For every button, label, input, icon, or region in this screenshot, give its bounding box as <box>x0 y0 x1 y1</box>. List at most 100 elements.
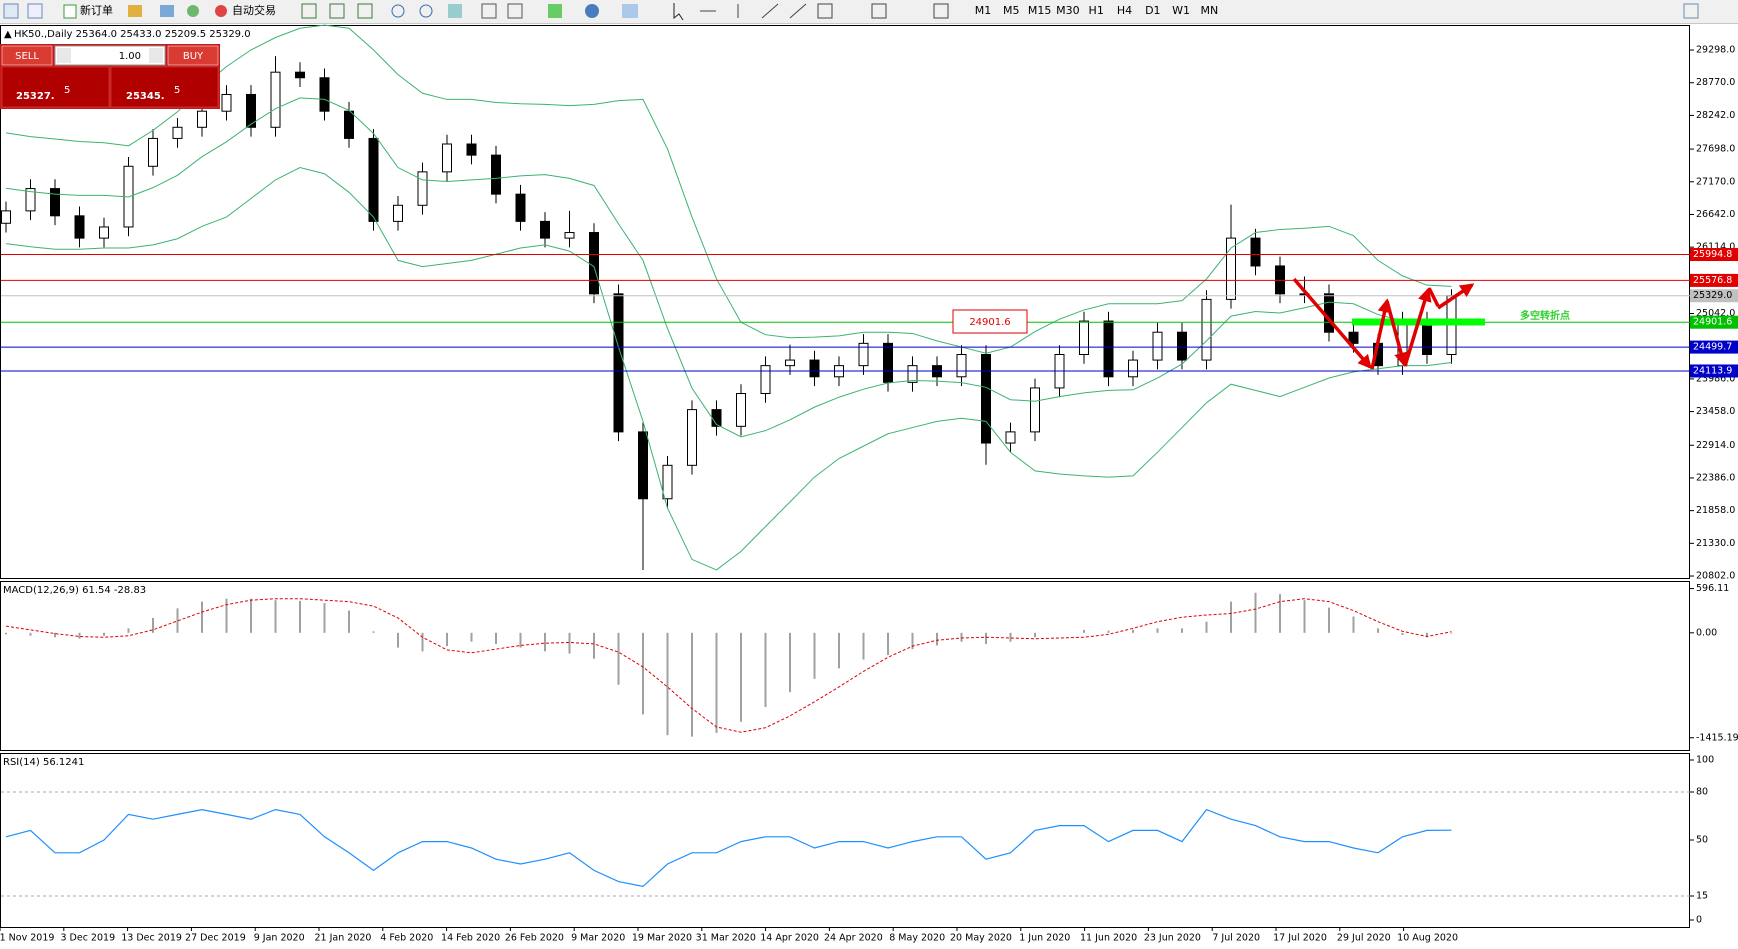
icon[interactable] <box>622 4 638 18</box>
icon[interactable] <box>548 4 562 18</box>
y-tick-label: 15 <box>1696 891 1708 902</box>
x-tick-label: 26 Feb 2020 <box>505 933 564 944</box>
bollinger-middle <box>5 97 1452 438</box>
icon[interactable] <box>507 3 523 19</box>
candle-body <box>393 204 403 222</box>
y-tick-label: 596.11 <box>1696 583 1729 594</box>
candle-body <box>589 232 599 295</box>
rsi-line <box>5 808 1452 888</box>
y-tick-label: 50 <box>1696 835 1708 846</box>
icon[interactable] <box>301 3 317 19</box>
timeframe-button[interactable]: M30 <box>1056 4 1080 17</box>
price-level-tag <box>1690 364 1738 378</box>
candle-body <box>295 71 305 79</box>
icon[interactable] <box>419 4 433 18</box>
candle-body <box>50 188 60 217</box>
icon[interactable] <box>761 3 779 19</box>
y-tick-label: 22914.0 <box>1696 440 1735 451</box>
icon[interactable] <box>215 5 227 17</box>
ask-point[interactable]: 5 <box>174 85 180 96</box>
trend-arrow <box>1370 298 1392 370</box>
collapse-icon[interactable]: ▲ <box>4 29 12 40</box>
candle-body <box>172 126 183 139</box>
icon[interactable] <box>789 3 807 19</box>
y-tick-label: 26114.0 <box>1696 242 1735 253</box>
candle-body <box>148 137 158 167</box>
lots-value[interactable]: 1.00 <box>119 51 141 62</box>
icon[interactable] <box>1683 3 1699 19</box>
ask-price[interactable]: 25345. <box>126 91 165 102</box>
ask-box[interactable] <box>110 66 219 108</box>
bid-price[interactable]: 25327. <box>16 91 55 102</box>
icon[interactable] <box>187 5 199 17</box>
candle-body <box>417 171 428 206</box>
buy-button[interactable] <box>167 45 219 66</box>
icon[interactable] <box>933 3 949 19</box>
new-order-button[interactable]: 新订单 <box>80 3 113 17</box>
candle-body <box>736 393 746 427</box>
timeframe-button[interactable]: H4 <box>1117 4 1132 17</box>
icon[interactable] <box>871 3 887 19</box>
candle-body <box>319 77 330 112</box>
sell-label[interactable]: SELL <box>15 51 39 62</box>
timeframe-button[interactable]: M5 <box>1003 4 1020 17</box>
icon[interactable] <box>817 3 833 19</box>
icon[interactable] <box>585 4 599 18</box>
y-tick-label: 21858.0 <box>1696 505 1735 516</box>
macd-signal <box>5 598 1452 733</box>
candle-body <box>540 220 550 239</box>
candle-body <box>99 226 109 239</box>
y-tick-label: 0 <box>1696 915 1702 926</box>
icon[interactable] <box>160 5 174 17</box>
lots-up[interactable] <box>149 48 163 63</box>
icon[interactable] <box>27 3 43 19</box>
icon[interactable] <box>357 3 373 19</box>
lots-down[interactable] <box>57 48 71 63</box>
price-panel <box>0 25 1690 579</box>
timeframe-button[interactable]: W1 <box>1172 4 1190 17</box>
candle-body <box>662 464 673 500</box>
auto-trading-button[interactable]: 自动交易 <box>232 3 276 17</box>
timeframe-button[interactable]: M15 <box>1028 4 1052 17</box>
macd-panel <box>0 581 1690 751</box>
price-level-label: 24499.7 <box>1693 342 1732 353</box>
bid-point[interactable]: 5 <box>64 85 70 96</box>
x-tick-label: 19 Mar 2020 <box>632 933 692 944</box>
icon[interactable] <box>329 3 345 19</box>
timeframe-button[interactable]: D1 <box>1145 4 1160 17</box>
y-tick-label: 27698.0 <box>1696 144 1735 155</box>
x-tick-label: 27 Dec 2019 <box>185 933 246 944</box>
bid-box[interactable] <box>1 66 110 108</box>
candle-body <box>1201 298 1212 361</box>
icon[interactable] <box>128 5 142 17</box>
candle-body <box>785 359 795 367</box>
trend-arrow <box>1292 277 1372 370</box>
candle-body <box>344 110 354 139</box>
icon[interactable] <box>63 4 77 19</box>
candle-body <box>956 354 967 378</box>
y-tick-label: 25042.0 <box>1696 308 1735 319</box>
trend-arrow <box>1403 287 1432 367</box>
icon[interactable] <box>673 3 684 21</box>
x-tick-label: 17 Jul 2020 <box>1273 933 1327 944</box>
timeframe-button[interactable]: M1 <box>975 4 992 17</box>
timeframe-button[interactable]: MN <box>1201 4 1219 17</box>
toolbar-icons <box>3 3 1699 21</box>
icon[interactable] <box>391 4 405 18</box>
timeframe-button[interactable]: H1 <box>1089 4 1104 17</box>
y-tick-label: 0.00 <box>1696 627 1717 638</box>
candle-body <box>1079 320 1089 356</box>
plot-layer: 29298.0 28770.0 28242.0 27698.0 27170.0 26642… <box>0 24 1738 944</box>
sell-button[interactable] <box>1 45 53 66</box>
price-level-tag <box>1690 273 1738 287</box>
icon[interactable] <box>448 4 462 18</box>
lots-input[interactable] <box>54 45 166 66</box>
x-tick-label: 8 May 2020 <box>889 933 945 944</box>
buy-label[interactable]: BUY <box>183 51 204 62</box>
y-tick-label: 28770.0 <box>1696 77 1735 88</box>
rsi-panel <box>0 753 1690 928</box>
candle-body <box>270 71 281 128</box>
icon[interactable] <box>481 3 497 19</box>
icon[interactable] <box>3 3 19 19</box>
candle-body <box>1250 237 1261 267</box>
